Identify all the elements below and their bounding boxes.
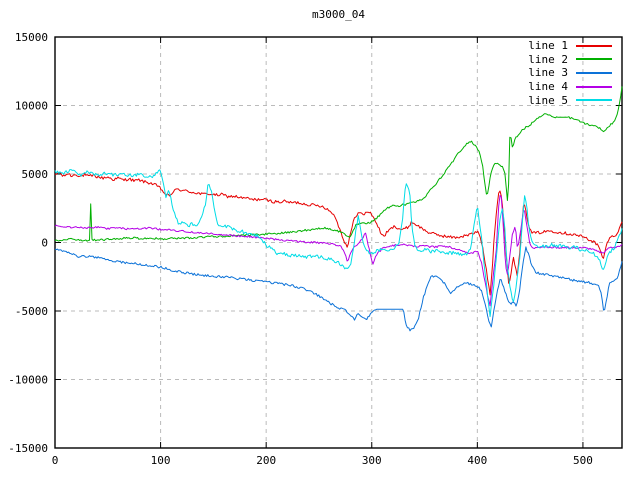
- legend-label: line 4: [528, 80, 568, 94]
- series-line-3: [54, 246, 623, 332]
- svg-text:-10000: -10000: [8, 374, 48, 387]
- svg-text:200: 200: [256, 454, 276, 467]
- svg-text:300: 300: [362, 454, 382, 467]
- series-line-1: [54, 172, 623, 296]
- chart-title: m3000_04: [312, 8, 365, 21]
- svg-text:10000: 10000: [15, 100, 48, 113]
- series-line-2: [54, 86, 623, 242]
- legend-line-sample: [576, 99, 612, 102]
- legend-line-sample: [576, 44, 612, 47]
- legend-item-line-1: line 1: [528, 39, 612, 53]
- legend-label: line 1: [528, 39, 568, 53]
- series-line-4: [54, 195, 623, 307]
- svg-text:5000: 5000: [22, 168, 49, 181]
- legend-label: line 5: [528, 93, 568, 107]
- svg-text:-5000: -5000: [15, 305, 48, 318]
- legend-label: line 3: [528, 66, 568, 80]
- svg-text:400: 400: [467, 454, 487, 467]
- legend-line-sample: [576, 85, 612, 88]
- legend: line 1 line 2 line 3 line 4 line 5: [528, 39, 612, 107]
- legend-item-line-3: line 3: [528, 66, 612, 80]
- legend-line-sample: [576, 58, 612, 61]
- legend-label: line 2: [528, 52, 568, 66]
- legend-line-sample: [576, 71, 612, 74]
- legend-item-line-4: line 4: [528, 80, 612, 94]
- legend-item-line-5: line 5: [528, 93, 612, 107]
- svg-text:-15000: -15000: [8, 442, 48, 455]
- svg-text:0: 0: [52, 454, 59, 467]
- svg-text:15000: 15000: [15, 31, 48, 44]
- legend-item-line-2: line 2: [528, 53, 612, 67]
- svg-text:100: 100: [151, 454, 171, 467]
- svg-text:0: 0: [41, 237, 48, 250]
- svg-text:500: 500: [573, 454, 593, 467]
- series-line-5: [54, 169, 623, 318]
